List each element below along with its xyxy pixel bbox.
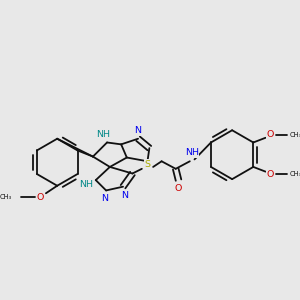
Text: NH: NH xyxy=(80,180,93,189)
Text: NH: NH xyxy=(185,148,199,157)
Text: N: N xyxy=(135,126,142,135)
Text: O: O xyxy=(266,170,274,179)
Text: CH₃: CH₃ xyxy=(290,132,300,138)
Text: O: O xyxy=(266,130,274,140)
Text: S: S xyxy=(145,160,151,169)
Text: N: N xyxy=(122,190,128,200)
Text: NH: NH xyxy=(96,130,110,139)
Text: O: O xyxy=(37,193,44,202)
Text: O: O xyxy=(175,184,182,193)
Text: CH₃: CH₃ xyxy=(290,172,300,178)
Text: CH₃: CH₃ xyxy=(0,194,12,200)
Text: N: N xyxy=(101,194,108,203)
